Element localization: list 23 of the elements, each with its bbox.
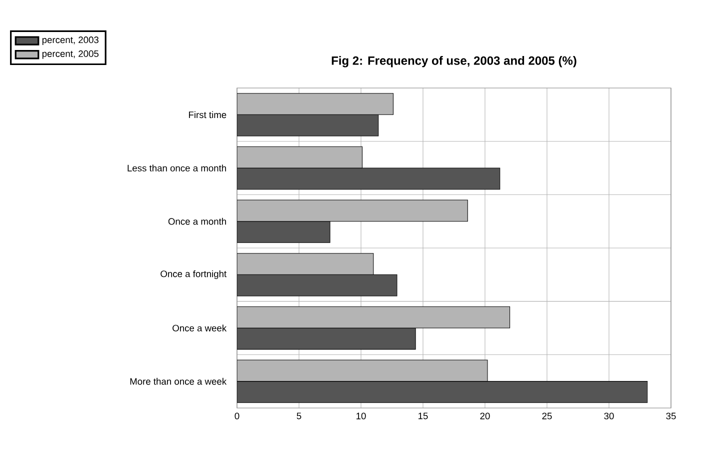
legend-label: percent, 2003 — [42, 36, 98, 46]
x-tick-label: 20 — [480, 412, 490, 420]
x-tick-label: 10 — [356, 412, 366, 420]
chart-title: Fig 2: Frequency of use, 2003 and 2005 (%) — [332, 56, 576, 68]
bar — [237, 114, 379, 136]
bar — [237, 328, 416, 350]
y-tick-label: Less than once a month — [128, 164, 226, 172]
bar — [237, 168, 500, 190]
x-tick-label: 25 — [542, 412, 552, 420]
x-tick-label: 30 — [604, 412, 614, 420]
y-tick-label: First time — [189, 111, 226, 118]
y-tick-label: Once a fortnight — [160, 270, 227, 280]
bar — [237, 221, 330, 243]
y-tick-label: More than once a week — [130, 378, 227, 385]
x-tick-label: 5 — [296, 412, 302, 420]
y-tick-label: Once a week — [172, 324, 227, 332]
bar — [237, 274, 398, 296]
x-tick-label: 35 — [666, 412, 676, 420]
y-tick-label: Once a month — [168, 218, 226, 225]
x-tick-label: 15 — [418, 412, 428, 420]
x-tick-label: 0 — [234, 412, 240, 420]
bar — [237, 381, 648, 403]
legend-label: percent, 2005 — [42, 50, 99, 59]
